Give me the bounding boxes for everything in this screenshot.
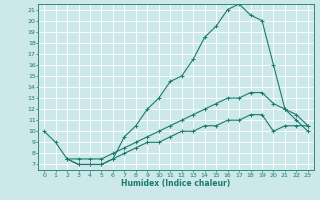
X-axis label: Humidex (Indice chaleur): Humidex (Indice chaleur): [121, 179, 231, 188]
